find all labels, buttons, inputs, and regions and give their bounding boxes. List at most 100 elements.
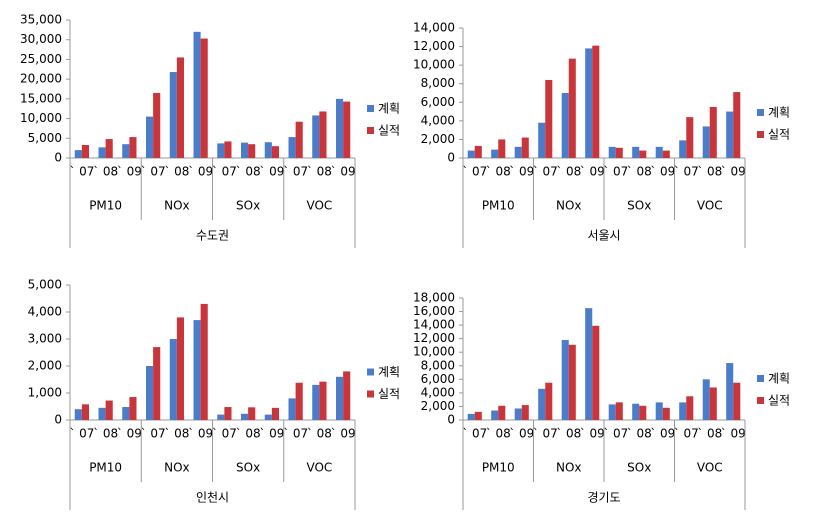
y-tick-label: 5,000 [28,278,62,292]
bar [295,121,303,158]
bar [271,407,279,420]
legend-label: 실적 [378,124,400,138]
x-tick-label: ` 08 [164,427,189,441]
bar [74,409,82,420]
x-tick-label: ` 07 [674,165,699,179]
bar [467,150,475,158]
bar [343,101,351,158]
x-axis-label: 경기도 [587,491,620,505]
bar [200,38,208,158]
bar [248,144,256,158]
group-label: NOx [164,461,190,475]
bar [608,404,616,420]
bar [153,92,161,158]
y-tick-label: 5,000 [28,131,62,145]
bar [193,320,201,420]
bar [312,115,320,158]
legend-swatch [367,390,374,398]
x-tick-label: ` 07 [283,427,308,441]
x-tick-label: ` 07 [141,427,166,441]
bar [709,387,717,420]
bar [568,344,576,420]
bar [498,139,506,158]
x-tick-label: ` 07 [603,427,628,441]
y-tick-label: 18,000 [413,291,455,305]
x-tick-label: ` 08 [164,165,189,179]
y-tick-label: 15,000 [20,91,62,105]
bar [592,45,600,159]
bar [241,413,249,420]
bar [146,116,154,158]
bar [264,142,272,158]
bar [264,414,272,420]
bar [726,363,734,420]
bar [467,413,475,420]
bar [514,408,522,420]
y-tick-label: 3,000 [28,332,62,346]
bar [639,150,647,158]
x-tick-label: ` 07 [533,165,558,179]
bar [343,371,351,420]
y-tick-label: 0 [447,151,455,165]
x-tick-label: ` 07 [674,427,699,441]
bar [295,382,303,420]
bar [545,382,553,420]
x-tick-label: ` 09 [188,427,213,441]
y-tick-label: 14,000 [413,21,455,35]
y-tick-label: 20,000 [20,72,62,86]
bar [686,396,694,420]
x-tick-label: ` 09 [188,165,213,179]
legend-swatch [757,375,764,382]
bar [561,93,569,158]
group-label: SOx [627,199,651,213]
x-tick-label: ` 08 [236,427,261,441]
x-axis-label: 인천시 [196,490,229,505]
bar [655,146,663,158]
bar [585,308,593,420]
bar [662,407,670,420]
bar [176,317,184,420]
bar [336,98,344,158]
bar [146,366,154,420]
legend-swatch [367,105,374,112]
bar [514,146,522,158]
legend-swatch [367,368,374,376]
bar [498,405,506,420]
x-tick-label: ` 07 [283,165,308,179]
bar [217,414,225,420]
x-tick-label: ` 07 [462,427,487,441]
bar [585,48,593,158]
y-tick-label: 2,000 [421,132,455,146]
bar [193,31,201,159]
bar [169,339,177,420]
bar [217,143,225,158]
y-tick-label: 35,000 [20,13,62,27]
legend-label: 계획 [378,365,400,379]
bar [241,142,249,158]
y-tick-label: 25,000 [20,52,62,66]
group-label: VOC [697,461,723,475]
x-tick-label: ` 09 [117,165,142,179]
y-tick-label: 6,000 [421,95,455,109]
bar [248,407,256,420]
bar [679,140,687,158]
x-tick-label: ` 08 [697,427,722,441]
bar [733,382,741,420]
x-tick-label: ` 09 [117,427,142,441]
legend-label: 계획 [378,102,400,116]
bar [655,402,663,420]
x-tick-label: ` 07 [212,427,237,441]
x-tick-label: ` 08 [307,165,332,179]
legend-swatch [757,397,764,404]
bar [733,92,741,158]
bar [81,404,89,420]
x-tick-label: ` 07 [212,165,237,179]
bar [568,58,576,159]
y-tick-label: 2,000 [28,359,62,373]
group-label: VOC [306,199,332,213]
y-tick-label: 4,000 [421,113,455,127]
y-tick-label: 2,000 [421,399,455,413]
bar [129,397,137,420]
group-label: NOx [556,461,582,475]
